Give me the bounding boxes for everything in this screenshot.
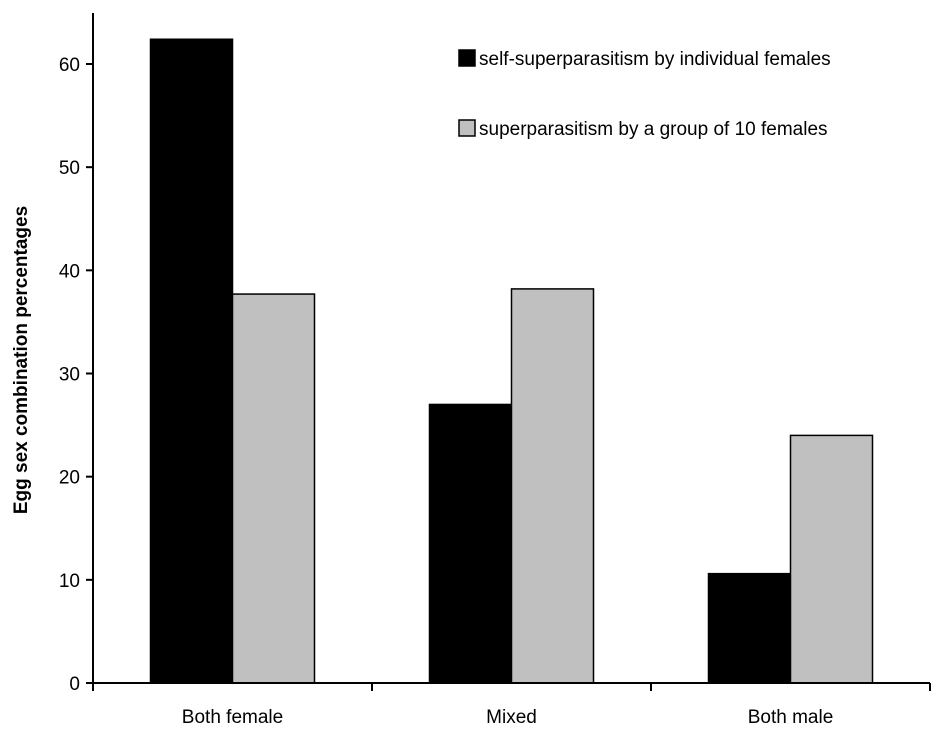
- y-tick-label: 20: [59, 468, 80, 489]
- y-axis-title: Egg sex combination percentages: [11, 206, 32, 514]
- x-tick-label: Mixed: [486, 707, 537, 728]
- y-tick-label: 60: [59, 55, 80, 76]
- bar-2-both-male: [791, 435, 873, 683]
- y-tick-label: 50: [59, 158, 80, 179]
- y-tick-label: 0: [69, 674, 80, 695]
- bar-1-both-male: [709, 574, 791, 683]
- legend-label: superparasitism by a group of 10 females: [479, 119, 828, 140]
- y-tick-label: 10: [59, 571, 80, 592]
- bar-2-both-female: [233, 294, 315, 683]
- x-tick-label: Both male: [748, 707, 834, 728]
- y-axis-ticks: 0 10 20 30 40 50 60: [59, 55, 93, 695]
- y-tick-label: 40: [59, 261, 80, 282]
- legend-swatch: [459, 120, 475, 136]
- bar-1-mixed: [430, 404, 512, 683]
- bar-2-mixed: [512, 289, 594, 683]
- y-tick-label: 30: [59, 365, 80, 386]
- legend-swatch: [459, 50, 475, 66]
- legend: self-superparasitism by individual femal…: [459, 49, 831, 140]
- x-tick-label: Both female: [182, 707, 283, 728]
- x-axis-ticks: Both female Mixed Both male: [93, 683, 930, 728]
- legend-label: self-superparasitism by individual femal…: [479, 49, 831, 70]
- bar-1-both-female: [151, 39, 233, 683]
